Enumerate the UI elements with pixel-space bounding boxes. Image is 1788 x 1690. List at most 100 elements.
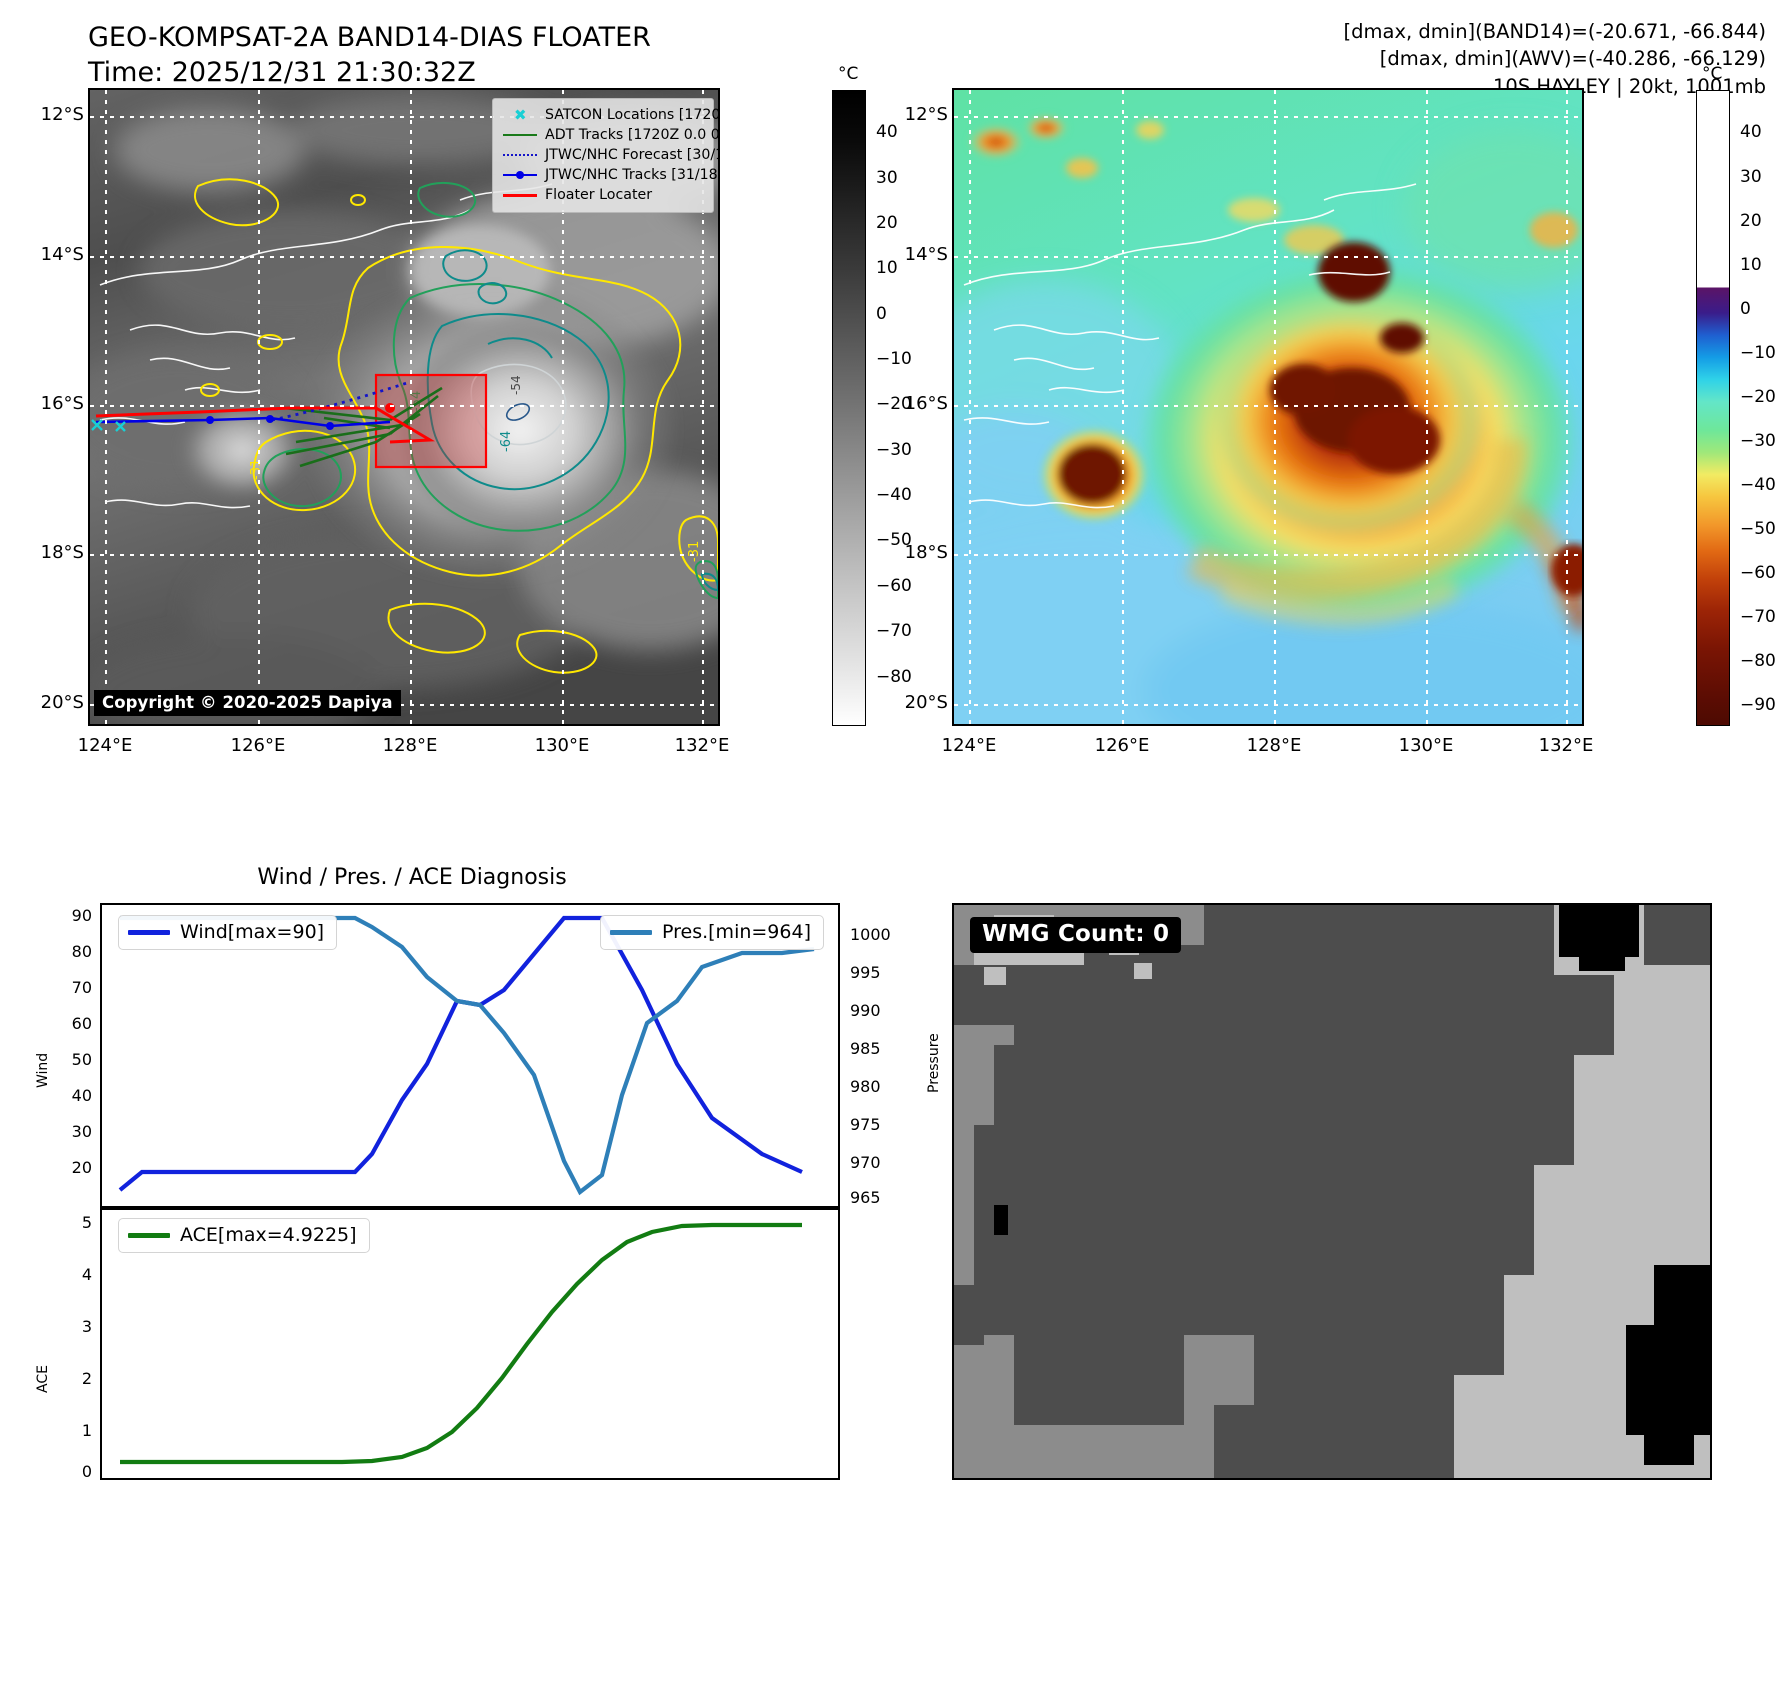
gray-cbar-tick-0: 0 [876,304,887,324]
bd-cbar-tick-m40: −40 [1740,475,1776,495]
gray-cbar-tick-m50: −50 [876,530,912,550]
gray-cbar-tick-m60: −60 [876,576,912,596]
gray-cbar-tick-20: 20 [876,213,898,233]
bd-cbar-tick-m80: −80 [1740,651,1776,671]
bd-cbar-tick-m90: −90 [1740,695,1776,715]
contour-label-inner: -54 [509,375,523,395]
wind-axis-label: Wind [35,1052,51,1088]
adt-line-icon [501,128,539,142]
wind-pressure-plot[interactable]: Wind[max=90] Pres.[min=964] [100,903,840,1208]
bd-cbar-tick-30: 30 [1740,167,1762,187]
wind-series-line [118,915,803,1192]
bd-map-canvas [954,90,1582,724]
contour-label-31-a: -31 [249,459,264,480]
bd-lat-tick-16s: 16°S [904,393,948,414]
pressure-legend: Pres.[min=964] [600,915,824,950]
pressure-legend-swatch [610,929,652,935]
floater-locater-box [374,373,488,469]
wind-tick-70: 70 [71,978,92,997]
legend-label-forecast: JTWC/NHC Forecast [30/1800Z] [545,147,718,163]
wind-tick-50: 50 [71,1050,92,1069]
ace-tick-5: 5 [81,1213,92,1232]
bd-colorbar[interactable] [1696,90,1730,726]
wmg-cloud-classification-panel[interactable]: WMG Count: 0 [952,903,1712,1480]
jtwc-nhc-tracks [95,415,391,430]
bd-enhanced-satellite-map[interactable] [952,88,1584,726]
gray-cbar-tick-m10: −10 [876,349,912,369]
bd-cbar-tick-40: 40 [1740,122,1762,142]
pressure-legend-label: Pres.[min=964] [662,921,811,943]
ir-lat-tick-14s: 14°S [40,244,84,265]
ir-lon-tick-126e: 126°E [230,735,286,756]
floater-center-marker [385,403,395,413]
gray-cbar-tick-10: 10 [876,258,898,278]
legend-item-adt: ADT Tracks [1720Z 0.0 0.0] [501,125,718,145]
ir-lat-tick-12s: 12°S [40,104,84,125]
wind-tick-30: 30 [71,1122,92,1141]
bd-cbar-tick-m30: −30 [1740,431,1776,451]
legend-label-tracks: JTWC/NHC Tracks [31/1800Z] [545,167,718,183]
wmg-canvas [954,905,1710,1478]
bd-lat-tick-12s: 12°S [904,104,948,125]
bd-cbar-tick-m50: −50 [1740,519,1776,539]
gray-colorbar-units: °C [838,64,859,84]
pressure-tick-980: 980 [850,1077,881,1096]
bd-lon-tick-124e: 124°E [941,735,997,756]
bd-cbar-tick-m60: −60 [1740,563,1776,583]
ace-tick-0: 0 [81,1462,92,1481]
ace-canvas [120,1222,802,1465]
pressure-tick-965: 965 [850,1188,881,1207]
satcon-markers [91,419,126,432]
pressure-series-line [120,915,815,1196]
dmax-band14-text: [dmax, dmin](BAND14)=(-20.671, -66.844) [1343,20,1766,43]
pressure-tick-975: 975 [850,1115,881,1134]
gray-cbar-tick-m30: −30 [876,440,912,460]
legend-label-adt: ADT Tracks [1720Z 0.0 0.0] [545,127,720,143]
wind-legend-swatch [128,929,170,935]
jtwc-forecast-track [271,380,411,422]
bd-colorbar-units: °C [1702,64,1723,84]
ace-tick-3: 3 [81,1317,92,1336]
track-line-dot-icon [501,168,539,182]
legend-item-floater: Floater Locater [501,185,705,205]
wind-tick-60: 60 [71,1014,92,1033]
contour-label-64: -64 [499,431,514,452]
ir-lon-tick-124e: 124°E [77,735,133,756]
diagnosis-title: Wind / Pres. / ACE Diagnosis [257,865,567,890]
legend-item-jtwc-tracks: JTWC/NHC Tracks [31/1800Z] [501,165,718,185]
bd-lat-tick-14s: 14°S [904,244,948,265]
infrared-satellite-map[interactable]: -54 -64 -31 -31 -54 [88,88,720,726]
ace-plot[interactable]: ACE[max=4.9225] [100,1208,840,1480]
legend-label-satcon: SATCON Locations [1720Z 63 979] [545,107,720,123]
adt-tracks [283,386,443,468]
gray-cbar-tick-m70: −70 [876,621,912,641]
pressure-tick-970: 970 [850,1153,881,1172]
bd-cbar-tick-m10: −10 [1740,343,1776,363]
bd-lon-tick-132e: 132°E [1538,735,1594,756]
bd-lon-tick-126e: 126°E [1094,735,1150,756]
legend-label-floater: Floater Locater [545,187,653,203]
pressure-axis-label: Pressure [926,1033,942,1093]
gray-colorbar[interactable] [832,90,866,726]
dmax-awv-text: [dmax, dmin](AWV)=(-40.286, -66.129) [1379,47,1766,71]
pressure-tick-990: 990 [850,1001,881,1020]
bd-lon-tick-130e: 130°E [1398,735,1454,756]
ir-lat-tick-16s: 16°S [40,393,84,414]
ace-tick-4: 4 [81,1265,92,1284]
floater-line-icon [501,188,539,202]
wind-legend: Wind[max=90] [118,915,338,950]
gray-cbar-tick-m80: −80 [876,667,912,687]
ace-legend-label: ACE[max=4.9225] [180,1224,357,1246]
wind-tick-20: 20 [71,1158,92,1177]
ir-lon-tick-128e: 128°E [382,735,438,756]
legend-item-satcon: ✖ SATCON Locations [1720Z 63 979] [501,105,718,125]
pressure-tick-995: 995 [850,963,881,982]
bd-cbar-tick-20: 20 [1740,211,1762,231]
ace-tick-2: 2 [81,1369,92,1388]
ir-lat-tick-18s: 18°S [40,542,84,563]
wind-tick-80: 80 [71,942,92,961]
bd-lon-tick-128e: 128°E [1246,735,1302,756]
ace-legend: ACE[max=4.9225] [118,1218,370,1253]
wind-tick-90: 90 [71,906,92,925]
